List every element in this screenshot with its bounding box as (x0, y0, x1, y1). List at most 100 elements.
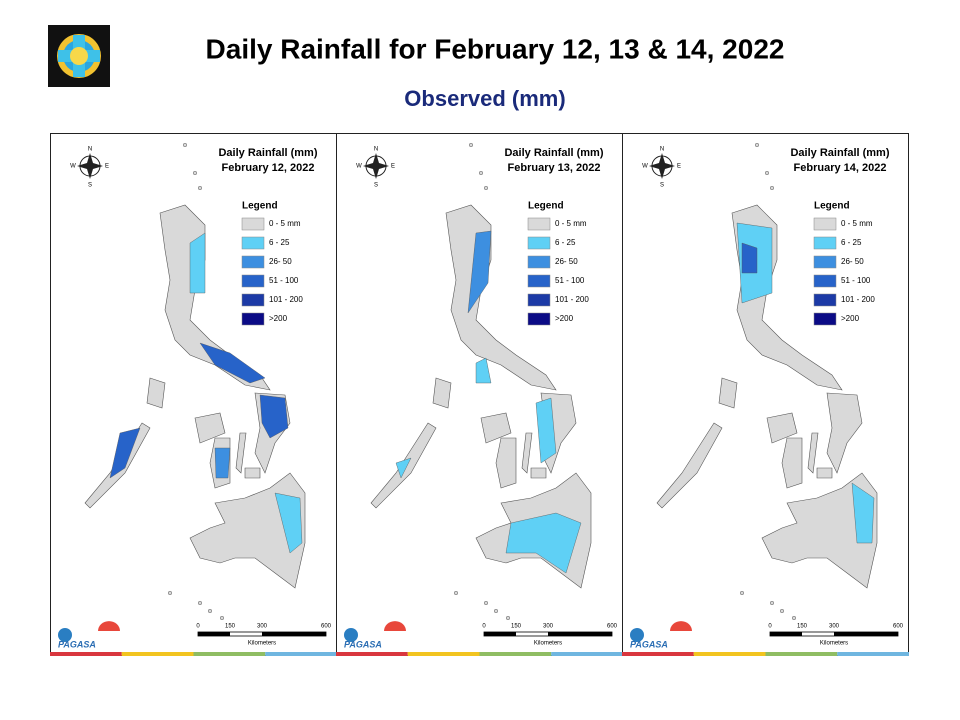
compass-star (649, 153, 675, 179)
islet (197, 185, 203, 191)
color-strip (336, 652, 408, 656)
scale-tick-label: 150 (511, 624, 522, 630)
island (432, 377, 452, 409)
color-strip (622, 652, 694, 656)
legend-label: 0 - 5 mm (269, 219, 301, 228)
compass-label: E (391, 164, 395, 170)
legend-swatch (241, 274, 265, 288)
scale-tick-label: 300 (257, 624, 268, 630)
panel-title: Daily Rainfall (mm) (218, 147, 317, 159)
island (146, 377, 166, 409)
legend-label: >200 (555, 314, 574, 323)
legend-label: 6 - 25 (269, 238, 290, 247)
rainfall-area (851, 482, 875, 544)
compass-label: W (356, 164, 362, 170)
rainfall-area (475, 357, 492, 384)
scale-bar-fill (198, 632, 230, 636)
logo-umbrella (384, 621, 406, 631)
color-strip (265, 652, 337, 656)
panel-title: Daily Rainfall (mm) (504, 147, 603, 159)
color-strip (551, 652, 623, 656)
rainfall-area (199, 342, 266, 384)
scale-tick-label: 0 (482, 624, 486, 630)
logo-umbrella (98, 621, 120, 631)
slide-subtitle: Observed (mm) (404, 86, 565, 111)
legend-swatch (813, 274, 837, 288)
legend-label: 6 - 25 (555, 238, 576, 247)
island (244, 467, 261, 479)
legend-swatch (527, 217, 551, 231)
scale-tick-label: 0 (768, 624, 772, 630)
panel-date: February 12, 2022 (222, 162, 315, 174)
islet (754, 142, 760, 148)
legend-swatch (527, 274, 551, 288)
color-strip (765, 652, 838, 656)
logo-mark (630, 628, 644, 642)
agency-logo (48, 25, 110, 87)
rainfall-area (109, 427, 141, 479)
island (194, 412, 226, 444)
scale-bar-fill (770, 632, 802, 636)
island (235, 432, 247, 474)
island (521, 432, 533, 474)
logo-mark (344, 628, 358, 642)
compass-label: N (660, 147, 664, 153)
compass-label: S (88, 183, 92, 189)
legend-swatch (527, 255, 551, 269)
islet (769, 185, 775, 191)
island (761, 472, 878, 589)
scale-tick-label: 600 (607, 624, 618, 630)
islet (219, 615, 225, 621)
island (495, 437, 517, 489)
color-strip (693, 652, 766, 656)
color-strip (479, 652, 552, 656)
rainfall-area (395, 457, 412, 479)
color-strip (121, 652, 194, 656)
logo-text: PAGASA (344, 639, 382, 649)
panel-title: Daily Rainfall (mm) (790, 147, 889, 159)
legend-swatch (813, 312, 837, 326)
compass-star (77, 153, 103, 179)
rainfall-area (505, 512, 582, 574)
island (816, 467, 833, 479)
islet (769, 600, 775, 606)
legend-label: 26- 50 (269, 257, 292, 266)
legend-swatch (527, 236, 551, 250)
compass-label: S (374, 183, 378, 189)
map-panel: N S E W Daily Rainfall (mm) February 13, 2022… (336, 133, 623, 656)
compass-label: E (105, 164, 109, 170)
scale-unit: Kilometers (248, 641, 276, 647)
islet (505, 615, 511, 621)
islet (764, 170, 770, 176)
island (656, 422, 723, 509)
rainfall-area (741, 242, 758, 274)
islet (468, 142, 474, 148)
islet (197, 600, 203, 606)
scale-tick-label: 300 (543, 624, 554, 630)
legend-label: 101 - 200 (555, 295, 589, 304)
legend-swatch (813, 293, 837, 307)
island (807, 432, 819, 474)
legend-title: Legend (528, 201, 564, 212)
islet (167, 590, 173, 596)
rainfall-area (535, 397, 557, 464)
scale-bar-fill (834, 632, 898, 636)
compass-label: E (677, 164, 681, 170)
islet (478, 170, 484, 176)
scale-tick-label: 150 (225, 624, 236, 630)
legend-title: Legend (814, 201, 850, 212)
scale-bar-fill (262, 632, 326, 636)
islet (739, 590, 745, 596)
rainfall-area (189, 232, 206, 294)
legend-swatch (813, 217, 837, 231)
compass-label: S (660, 183, 664, 189)
island (445, 204, 557, 391)
rainfall-area (467, 230, 492, 314)
islet (182, 142, 188, 148)
legend-label: 6 - 25 (841, 238, 862, 247)
rainfall-area (259, 394, 289, 439)
logo-mark (58, 628, 72, 642)
islet (207, 608, 213, 614)
slide-title: Daily Rainfall for February 12, 13 & 14,… (206, 33, 785, 64)
